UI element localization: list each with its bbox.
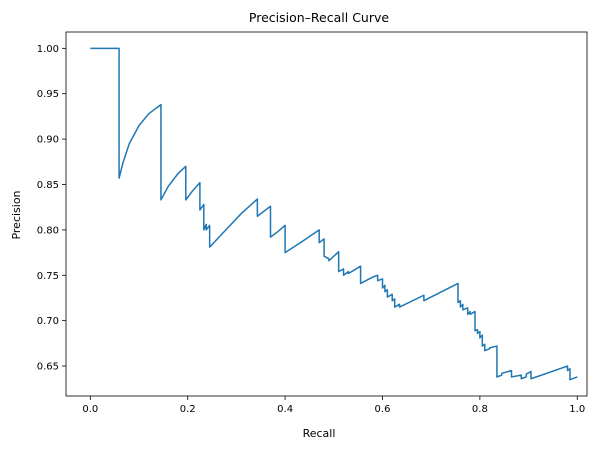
plot-frame	[65, 31, 588, 397]
plot-area: 0.0 0.2 0.4 0.6 0.8 1.0 0.65 0.70 0.75 0.80 0.85 0.…	[37, 31, 588, 415]
y-tick-label: 0.80	[37, 225, 59, 236]
y-tick-label: 0.75	[37, 271, 59, 282]
x-tick-label: 0.6	[375, 404, 391, 415]
x-tick-label: 0.8	[472, 404, 488, 415]
x-tick-label: 0.4	[277, 404, 293, 415]
y-axis-label: Precision	[10, 190, 23, 239]
x-tick-label: 0.0	[82, 404, 98, 415]
x-tick-label: 0.2	[180, 404, 196, 415]
y-tick-label: 0.90	[37, 135, 59, 146]
x-axis-label: Recall	[303, 427, 336, 440]
y-tick-label: 0.85	[37, 180, 59, 191]
y-tick-label: 0.70	[37, 316, 59, 327]
y-tick-label: 0.95	[37, 89, 59, 100]
chart-title: Precision–Recall Curve	[249, 10, 389, 25]
y-tick-label: 0.65	[37, 362, 59, 373]
y-tick-label: 1.00	[37, 44, 59, 55]
x-tick-label: 1.0	[569, 404, 585, 415]
pr-curve-line	[90, 47, 578, 381]
